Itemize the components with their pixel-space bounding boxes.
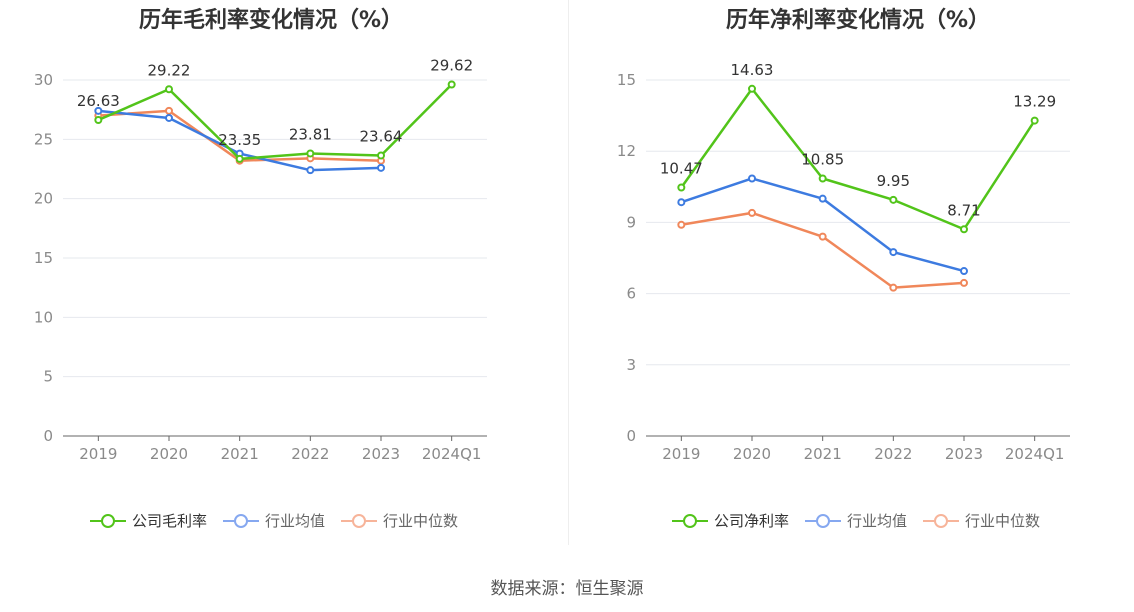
legend-label-industry-median: 行业中位数: [383, 512, 459, 530]
net-xtick-label: 2023: [945, 445, 983, 463]
gross-ytick-label: 0: [43, 427, 53, 445]
net-series-line-company: [680, 87, 1036, 231]
net-series-line-avg: [680, 177, 965, 273]
chart-divider: [568, 0, 569, 545]
gross-point-company: [165, 85, 173, 94]
net-data-label: 9.95: [877, 172, 910, 190]
gross-ytick-label: 10: [34, 308, 53, 326]
legend-swatch-avg: [223, 513, 260, 529]
net-ytick-label: 9: [626, 213, 636, 231]
net-point-avg: [677, 198, 686, 207]
gross-xtick-label: 2023: [362, 445, 400, 463]
gross-ytick-label: 30: [34, 71, 53, 89]
gross-xtick-label: 2024Q1: [422, 445, 482, 463]
gross-data-label: 29.22: [148, 61, 191, 79]
net-xtick-label: 2019: [662, 445, 700, 463]
gross-ytick-label: 25: [34, 130, 53, 148]
legend-swatch-company: [672, 513, 708, 529]
gross-ytick-label: 20: [34, 190, 53, 208]
gross-data-label: 23.35: [218, 131, 261, 149]
net-margin-chart: 0 3 6 9 12 15 2019 2020 2021 2022 2023 2024Q1 10.47 1…: [617, 61, 1070, 463]
gross-point-company: [447, 80, 456, 89]
gross-point-avg: [377, 163, 385, 172]
net-point-median: [889, 283, 898, 292]
net-point-company: [960, 225, 968, 234]
net-point-avg: [889, 248, 898, 257]
gross-xtick-label: 2019: [79, 445, 117, 463]
net-data-label: 10.85: [801, 150, 844, 168]
net-ytick-label: 0: [626, 427, 636, 445]
legend-swatch-avg: [805, 513, 842, 529]
net-margin-legend: 公司净利率 行业均值 行业中位数: [672, 510, 1040, 531]
data-source-note: 数据来源：恒生聚源: [490, 579, 644, 599]
net-series-line-median: [681, 211, 965, 289]
net-data-label: 10.47: [660, 160, 703, 178]
legend-item-industry-avg[interactable]: 行业均值: [223, 510, 325, 531]
gross-margin-chart: 0 5 10 15 20 25 30 2019 2020 2021 2022 2023 2024Q1 26…: [34, 57, 487, 463]
net-xtick-label: 2021: [804, 445, 842, 463]
gross-point-company: [306, 149, 315, 158]
legend-label-industry-avg: 行业均值: [847, 512, 908, 530]
gross-series-line-company: [97, 83, 453, 161]
net-xtick-label: 2022: [874, 445, 912, 463]
gross-margin-legend: 公司毛利率 行业均值 行业中位数: [90, 510, 458, 531]
legend-label-company-gross: 公司毛利率: [132, 512, 208, 530]
net-ytick-label: 3: [626, 356, 636, 374]
gross-point-median: [165, 106, 173, 115]
gross-point-company: [235, 154, 244, 163]
net-ytick-label: 6: [626, 285, 636, 303]
gross-data-label: 29.62: [430, 57, 473, 75]
legend-label-company-net: 公司净利率: [714, 512, 790, 530]
net-data-label: 8.71: [947, 201, 980, 219]
gross-xtick-label: 2022: [291, 445, 329, 463]
legend-label-industry-median: 行业中位数: [965, 512, 1041, 530]
net-point-median: [748, 208, 756, 217]
gross-point-company: [94, 115, 103, 124]
net-point-avg: [818, 194, 827, 203]
gross-data-label: 23.81: [289, 125, 332, 143]
net-point-company: [677, 183, 686, 192]
net-point-median: [818, 232, 827, 241]
gross-data-label: 26.63: [77, 92, 120, 110]
net-ytick-label: 12: [617, 142, 636, 160]
legend-item-industry-median[interactable]: 行业中位数: [923, 510, 1040, 531]
gross-point-avg: [165, 113, 173, 122]
gross-ytick-label: 15: [34, 249, 53, 267]
gross-xtick-label: 2021: [221, 445, 259, 463]
legend-swatch-median: [341, 513, 378, 529]
legend-label-industry-avg: 行业均值: [265, 512, 326, 530]
net-point-avg: [960, 267, 968, 276]
legend-item-company-net[interactable]: 公司净利率: [672, 510, 789, 531]
legend-item-industry-avg[interactable]: 行业均值: [805, 510, 907, 531]
net-xtick-label: 2024Q1: [1005, 445, 1065, 463]
net-point-median: [677, 220, 686, 229]
net-ytick-label: 15: [617, 71, 636, 89]
net-point-median: [960, 278, 968, 287]
net-point-company: [1030, 116, 1039, 125]
gross-point-avg: [94, 106, 103, 115]
net-data-label: 13.29: [1013, 93, 1056, 111]
legend-item-industry-median[interactable]: 行业中位数: [341, 510, 458, 531]
legend-swatch-median: [923, 513, 960, 529]
gross-point-avg: [306, 166, 315, 175]
net-point-avg: [748, 174, 756, 183]
gross-data-label: 23.64: [360, 127, 403, 145]
legend-swatch-company: [90, 513, 126, 529]
net-data-label: 14.63: [731, 61, 774, 79]
net-margin-chart-title: 历年净利率变化情况（%）: [725, 8, 991, 33]
net-point-company: [818, 174, 827, 183]
net-point-company: [889, 195, 898, 204]
gross-ytick-label: 5: [43, 368, 53, 386]
gross-xtick-label: 2020: [150, 445, 188, 463]
net-xtick-label: 2020: [733, 445, 771, 463]
legend-item-company-gross[interactable]: 公司毛利率: [90, 510, 207, 531]
net-point-company: [748, 84, 756, 93]
gross-margin-chart-title: 历年毛利率变化情况（%）: [138, 8, 404, 33]
gross-point-company: [377, 151, 385, 160]
